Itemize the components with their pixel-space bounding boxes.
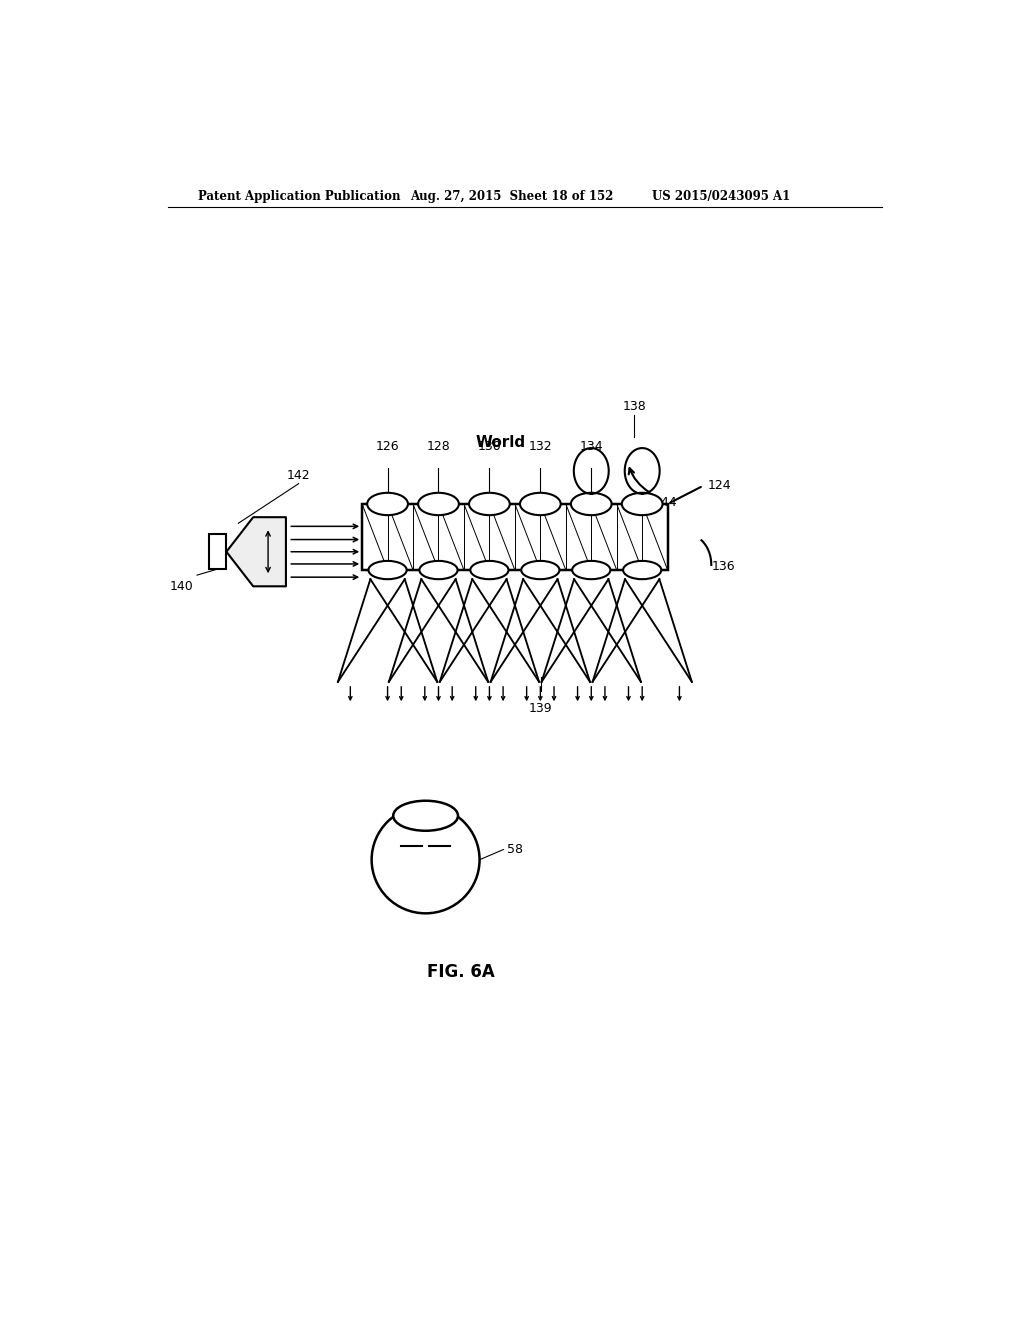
- Ellipse shape: [622, 492, 663, 515]
- Ellipse shape: [393, 801, 458, 830]
- Ellipse shape: [520, 492, 561, 515]
- Text: 144: 144: [654, 496, 678, 508]
- Text: 142: 142: [287, 469, 310, 482]
- Text: 124: 124: [708, 479, 731, 492]
- Ellipse shape: [368, 492, 408, 515]
- Text: 134: 134: [580, 440, 603, 453]
- Text: 140: 140: [169, 581, 194, 593]
- Ellipse shape: [372, 807, 479, 913]
- Ellipse shape: [470, 561, 509, 579]
- Text: 132: 132: [528, 440, 552, 453]
- Bar: [209, 535, 226, 569]
- Ellipse shape: [572, 561, 610, 579]
- Text: 126: 126: [376, 440, 399, 453]
- Text: Aug. 27, 2015  Sheet 18 of 152: Aug. 27, 2015 Sheet 18 of 152: [410, 190, 613, 202]
- Text: 128: 128: [427, 440, 451, 453]
- Text: 138: 138: [623, 400, 646, 412]
- Text: World: World: [476, 436, 526, 450]
- Ellipse shape: [418, 492, 459, 515]
- Ellipse shape: [369, 561, 407, 579]
- Text: FIG. 6A: FIG. 6A: [427, 962, 496, 981]
- Text: 130: 130: [477, 440, 502, 453]
- Text: 58: 58: [507, 843, 523, 857]
- Ellipse shape: [521, 561, 559, 579]
- Bar: [362, 504, 668, 570]
- Text: US 2015/0243095 A1: US 2015/0243095 A1: [652, 190, 791, 202]
- Ellipse shape: [623, 561, 662, 579]
- Ellipse shape: [469, 492, 510, 515]
- Text: 139: 139: [528, 702, 553, 715]
- Text: 136: 136: [712, 561, 735, 573]
- Ellipse shape: [571, 492, 611, 515]
- Polygon shape: [226, 517, 286, 586]
- Text: Patent Application Publication: Patent Application Publication: [198, 190, 400, 202]
- Ellipse shape: [420, 561, 458, 579]
